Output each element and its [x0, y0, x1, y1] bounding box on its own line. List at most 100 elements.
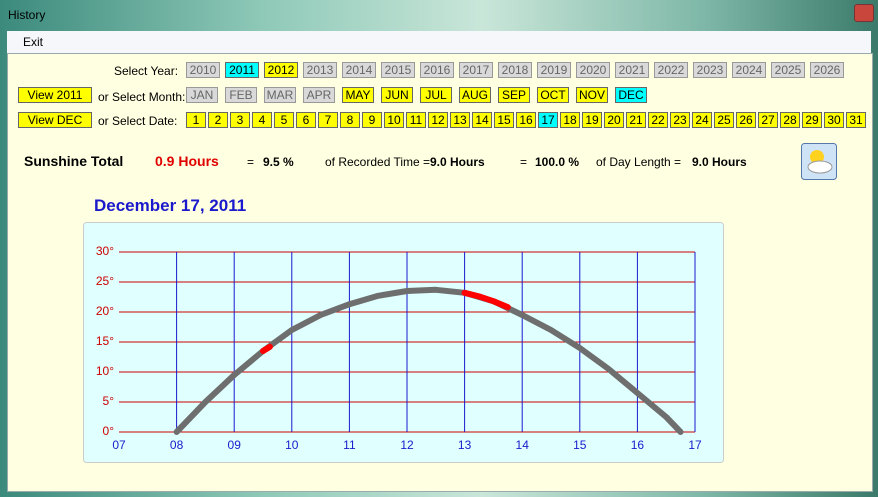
select-button[interactable]: 10 [384, 112, 404, 128]
x-tick-label: 10 [285, 438, 299, 452]
select-button[interactable]: 7 [318, 112, 338, 128]
select-button[interactable]: 18 [560, 112, 580, 128]
select-button[interactable]: 2016 [420, 62, 454, 78]
select-button[interactable]: 29 [802, 112, 822, 128]
y-tick-label: 25° [96, 274, 114, 288]
weather-icon[interactable] [801, 143, 837, 180]
select-button[interactable]: 5 [274, 112, 294, 128]
menu-bar: Exit [7, 31, 871, 54]
year-label: Select Year: [114, 64, 179, 78]
select-button[interactable]: 17 [538, 112, 558, 128]
select-button[interactable]: 12 [428, 112, 448, 128]
select-button[interactable]: 2015 [381, 62, 415, 78]
select-button[interactable]: 2011 [225, 62, 259, 78]
x-tick-label: 07 [112, 438, 126, 452]
x-tick-label: 17 [688, 438, 702, 452]
x-tick-label: 08 [170, 438, 184, 452]
recorded-label: of Recorded Time = [325, 155, 431, 169]
pct-day: 100.0 % [535, 155, 580, 169]
select-button[interactable]: JUN [381, 87, 413, 103]
window-title: History [8, 8, 46, 22]
view-month-button[interactable]: View DEC [18, 112, 92, 128]
select-button[interactable]: 16 [516, 112, 536, 128]
select-button[interactable]: 2021 [615, 62, 649, 78]
select-button[interactable]: 25 [714, 112, 734, 128]
select-button[interactable]: 2026 [810, 62, 844, 78]
x-tick-label: 16 [631, 438, 645, 452]
x-tick-label: 09 [228, 438, 242, 452]
x-tick-label: 13 [458, 438, 472, 452]
pct-recorded: 9.5 % [263, 155, 294, 169]
day-label: of Day Length = [596, 155, 682, 169]
close-button[interactable] [854, 4, 874, 22]
select-button[interactable]: 14 [472, 112, 492, 128]
select-button[interactable]: 2024 [732, 62, 766, 78]
select-button[interactable]: OCT [537, 87, 569, 103]
x-tick-label: 12 [400, 438, 414, 452]
x-tick-label: 15 [573, 438, 587, 452]
select-button[interactable]: 27 [758, 112, 778, 128]
select-button[interactable]: 11 [406, 112, 426, 128]
select-button[interactable]: 2014 [342, 62, 376, 78]
select-button[interactable]: 2 [208, 112, 228, 128]
select-button[interactable]: 2023 [693, 62, 727, 78]
equals: = [520, 155, 528, 169]
select-button[interactable]: 28 [780, 112, 800, 128]
chart: 0° 5° 10° 15° 20° 25° 30° 07 08 09 10 11 12 13 14 15 16 1… [83, 222, 724, 463]
sun-path [260, 289, 511, 354]
select-button[interactable]: AUG [459, 87, 491, 103]
select-button[interactable]: 31 [846, 112, 866, 128]
select-button[interactable]: 1 [186, 112, 206, 128]
menu-item[interactable]: Exit [23, 35, 44, 49]
select-button[interactable]: 15 [494, 112, 514, 128]
select-button[interactable]: 6 [296, 112, 316, 128]
y-tick-label: 15° [96, 334, 114, 348]
select-button[interactable]: FEB [225, 87, 257, 103]
y-tick-label: 10° [96, 364, 114, 378]
select-button[interactable]: 4 [252, 112, 272, 128]
x-tick-label: 11 [343, 438, 356, 452]
day-length: 9.0 Hours [692, 155, 747, 169]
select-button[interactable]: 26 [736, 112, 756, 128]
y-tick-label: 30° [96, 244, 114, 258]
select-button[interactable]: APR [303, 87, 335, 103]
select-button[interactable]: 8 [340, 112, 360, 128]
select-button[interactable]: 2020 [576, 62, 610, 78]
select-button[interactable]: 2022 [654, 62, 688, 78]
select-button[interactable]: 23 [670, 112, 690, 128]
select-button[interactable]: NOV [576, 87, 608, 103]
select-button[interactable]: 2010 [186, 62, 220, 78]
select-button[interactable]: 3 [230, 112, 250, 128]
select-button[interactable]: DEC [615, 87, 647, 103]
select-button[interactable]: 9 [362, 112, 382, 128]
recorded-time: 9.0 Hours [430, 155, 485, 169]
select-button[interactable]: MAY [342, 87, 374, 103]
select-button[interactable]: JAN [186, 87, 218, 103]
select-button[interactable]: 20 [604, 112, 624, 128]
select-button[interactable]: 22 [648, 112, 668, 128]
select-button[interactable]: 2019 [537, 62, 571, 78]
y-tick-label: 20° [96, 304, 114, 318]
select-button[interactable]: 2013 [303, 62, 337, 78]
equals: = [247, 155, 255, 169]
x-tick-label: 14 [516, 438, 530, 452]
summary-label: Sunshine Total [24, 153, 124, 169]
select-button[interactable]: 24 [692, 112, 712, 128]
select-button[interactable]: 21 [626, 112, 646, 128]
select-button[interactable]: 13 [450, 112, 470, 128]
select-button[interactable]: 2025 [771, 62, 805, 78]
chart-title: December 17, 2011 [94, 196, 247, 215]
select-button[interactable]: SEP [498, 87, 530, 103]
select-button[interactable]: 2018 [498, 62, 532, 78]
select-button[interactable]: 19 [582, 112, 602, 128]
sunshine-total: 0.9 Hours [155, 153, 219, 169]
select-button[interactable]: 30 [824, 112, 844, 128]
view-year-button[interactable]: View 2011 [18, 87, 92, 103]
select-button[interactable]: MAR [264, 87, 296, 103]
select-button[interactable]: JUL [420, 87, 452, 103]
select-button[interactable]: 2017 [459, 62, 493, 78]
month-label: or Select Month: [98, 90, 186, 104]
date-label: or Select Date: [98, 114, 178, 128]
select-button[interactable]: 2012 [264, 62, 298, 78]
